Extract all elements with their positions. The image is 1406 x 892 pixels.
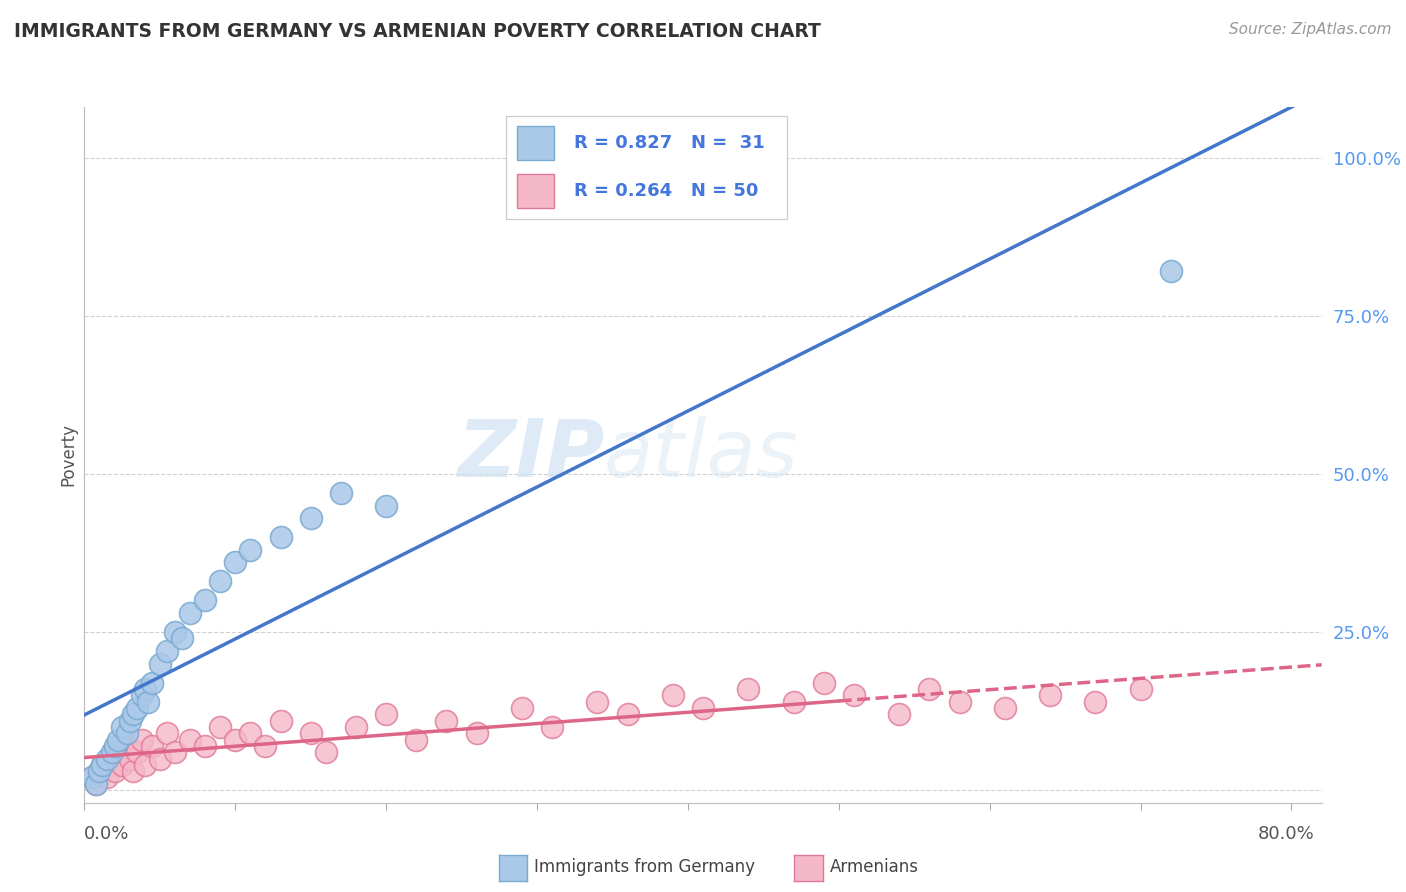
- Point: [1160, 264, 1182, 278]
- Point: [163, 625, 186, 640]
- Text: Armenians: Armenians: [830, 858, 918, 876]
- Text: R = 0.827   N =  31: R = 0.827 N = 31: [574, 134, 765, 153]
- Point: [209, 574, 232, 589]
- Point: [91, 757, 114, 772]
- Text: Source: ZipAtlas.com: Source: ZipAtlas.com: [1229, 22, 1392, 37]
- Point: [889, 707, 911, 722]
- Point: [842, 688, 865, 702]
- Text: Immigrants from Germany: Immigrants from Germany: [534, 858, 755, 876]
- Text: IMMIGRANTS FROM GERMANY VS ARMENIAN POVERTY CORRELATION CHART: IMMIGRANTS FROM GERMANY VS ARMENIAN POVE…: [14, 22, 821, 41]
- Point: [100, 745, 122, 759]
- Text: 80.0%: 80.0%: [1258, 825, 1315, 843]
- Point: [270, 714, 292, 728]
- Point: [510, 701, 533, 715]
- Point: [299, 726, 322, 740]
- Point: [194, 739, 217, 753]
- Point: [179, 732, 201, 747]
- Point: [156, 726, 179, 740]
- Point: [1129, 681, 1152, 696]
- Point: [194, 593, 217, 607]
- Point: [465, 726, 488, 740]
- Point: [209, 720, 232, 734]
- Point: [86, 777, 108, 791]
- Point: [103, 739, 125, 753]
- Point: [994, 701, 1017, 715]
- Point: [91, 757, 114, 772]
- Point: [89, 764, 111, 779]
- Bar: [517, 175, 554, 208]
- Point: [782, 695, 804, 709]
- Point: [134, 757, 156, 772]
- Point: [239, 726, 262, 740]
- Point: [134, 681, 156, 696]
- Point: [100, 751, 122, 765]
- Point: [89, 764, 111, 779]
- Point: [136, 695, 159, 709]
- Point: [111, 720, 134, 734]
- Point: [107, 745, 129, 759]
- Point: [616, 707, 638, 722]
- Point: [127, 745, 149, 759]
- Point: [375, 499, 398, 513]
- Point: [115, 726, 138, 740]
- Point: [224, 732, 246, 747]
- Point: [1084, 695, 1107, 709]
- Point: [127, 701, 149, 715]
- Point: [131, 732, 153, 747]
- Point: [111, 757, 134, 772]
- Point: [121, 764, 143, 779]
- Point: [141, 739, 163, 753]
- Point: [172, 632, 194, 646]
- Point: [96, 771, 118, 785]
- Point: [541, 720, 564, 734]
- Point: [270, 530, 292, 544]
- Point: [948, 695, 970, 709]
- Point: [662, 688, 685, 702]
- Point: [436, 714, 458, 728]
- Point: [299, 511, 322, 525]
- Point: [149, 657, 172, 671]
- Point: [118, 714, 141, 728]
- Point: [375, 707, 398, 722]
- Point: [141, 675, 163, 690]
- Text: R = 0.264   N = 50: R = 0.264 N = 50: [574, 182, 758, 201]
- Point: [737, 681, 759, 696]
- Point: [918, 681, 941, 696]
- Point: [1039, 688, 1062, 702]
- Point: [254, 739, 277, 753]
- Text: 0.0%: 0.0%: [84, 825, 129, 843]
- Point: [239, 542, 262, 557]
- Point: [224, 556, 246, 570]
- Point: [115, 739, 138, 753]
- Point: [96, 751, 118, 765]
- Point: [586, 695, 609, 709]
- Point: [86, 777, 108, 791]
- Y-axis label: Poverty: Poverty: [59, 424, 77, 486]
- Point: [163, 745, 186, 759]
- Point: [149, 751, 172, 765]
- Text: ZIP: ZIP: [457, 416, 605, 494]
- Point: [179, 606, 201, 620]
- Text: atlas: atlas: [605, 416, 799, 494]
- Point: [121, 707, 143, 722]
- Point: [156, 644, 179, 658]
- Point: [107, 732, 129, 747]
- Point: [315, 745, 337, 759]
- Point: [118, 751, 141, 765]
- Bar: [517, 126, 554, 160]
- Point: [80, 771, 103, 785]
- Point: [329, 486, 352, 500]
- Point: [344, 720, 367, 734]
- Point: [405, 732, 427, 747]
- Point: [813, 675, 835, 690]
- Point: [692, 701, 714, 715]
- Point: [80, 771, 103, 785]
- Point: [131, 688, 153, 702]
- Point: [103, 764, 125, 779]
